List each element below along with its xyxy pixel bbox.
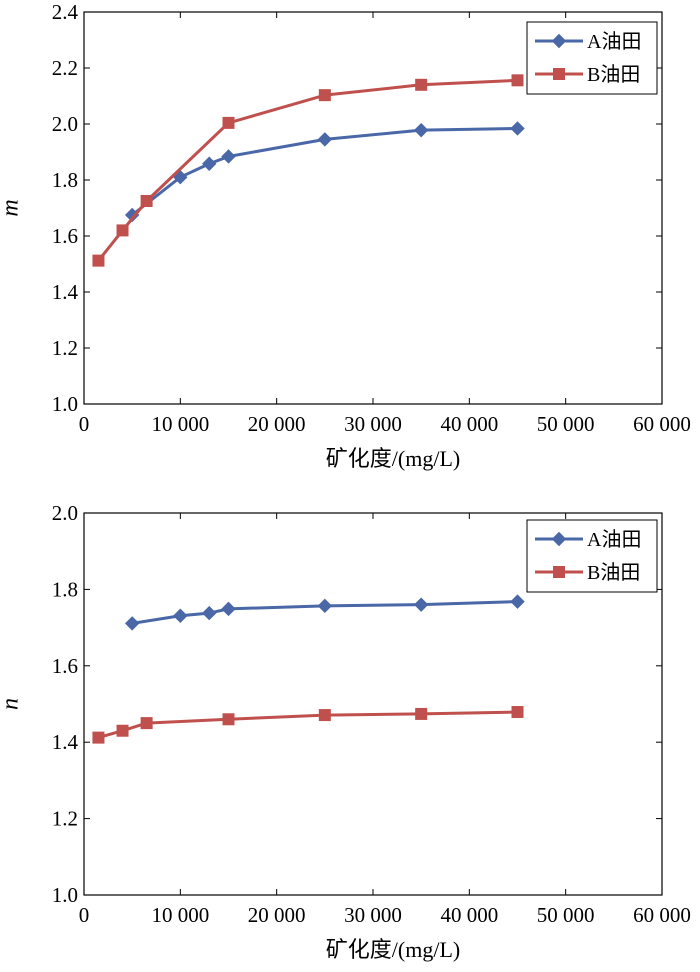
data-point xyxy=(173,608,188,623)
data-point xyxy=(318,89,331,102)
series-b xyxy=(92,74,524,267)
data-point xyxy=(222,713,235,726)
legend-box xyxy=(526,519,658,593)
y-tick-label: 2.2 xyxy=(52,56,78,80)
data-point xyxy=(415,78,428,91)
data-point xyxy=(116,224,129,237)
x-tick-label: 10 000 xyxy=(151,903,209,927)
legend-marker xyxy=(551,33,567,49)
legend-label: B油田 xyxy=(587,63,640,86)
legend-label: A油田 xyxy=(587,30,641,53)
y-tick-label: 1.2 xyxy=(52,807,78,831)
data-point xyxy=(510,594,525,609)
x-tick-label: 60 000 xyxy=(633,903,691,927)
data-point xyxy=(124,616,140,631)
data-point xyxy=(511,706,524,719)
y-tick-label: 1.4 xyxy=(52,730,79,754)
x-tick-label: 40 000 xyxy=(440,903,498,927)
x-tick-label: 0 xyxy=(79,903,90,927)
data-point xyxy=(511,74,524,87)
x-axis-label: 矿化度/(mg/L) xyxy=(326,446,460,471)
x-tick-label: 50 000 xyxy=(537,903,595,927)
x-tick-label: 30 000 xyxy=(344,412,402,436)
y-tick-label: 1.6 xyxy=(52,654,78,678)
data-point xyxy=(415,707,428,720)
x-tick-label: 10 000 xyxy=(151,412,209,436)
x-tick-label: 60 000 xyxy=(633,412,691,436)
data-point xyxy=(221,149,236,164)
data-point xyxy=(413,122,429,138)
legend-box xyxy=(526,21,658,95)
legend-label: B油田 xyxy=(587,561,640,584)
series-line xyxy=(97,78,518,262)
chart-2: 0 10 000 20 000 30 000 40 000 50 000 60 000 1.0… xyxy=(0,501,691,962)
x-axis-label: 矿化度/(mg/L) xyxy=(326,937,460,962)
y-tick-label: 1.8 xyxy=(52,577,78,601)
y-tick-label: 1.8 xyxy=(52,168,78,192)
y-tick-label: 1.0 xyxy=(52,883,78,907)
y-tick-label: 1.6 xyxy=(52,224,78,248)
data-point xyxy=(92,254,105,267)
data-point xyxy=(221,601,236,617)
legend-marker xyxy=(553,566,565,578)
y-tick-label: 1.2 xyxy=(52,336,78,360)
x-tick-label: 50 000 xyxy=(537,412,595,436)
data-point xyxy=(222,116,235,129)
data-point xyxy=(510,121,525,136)
data-point xyxy=(202,156,217,171)
series-a xyxy=(124,594,525,631)
y-tick-label: 2.0 xyxy=(52,112,78,136)
legend-label: A油田 xyxy=(587,528,641,551)
series-a xyxy=(124,121,525,223)
data-point xyxy=(116,724,129,737)
data-point xyxy=(317,132,333,147)
data-point xyxy=(140,717,153,730)
y-tick-label: 1.0 xyxy=(52,392,78,416)
chart-1: 0 10 000 20 000 30 000 40 000 50 000 60 000 1.0… xyxy=(0,0,691,471)
x-tick-label: 40 000 xyxy=(440,412,498,436)
y-tick-label: 1.4 xyxy=(52,280,79,304)
data-point xyxy=(92,731,105,744)
legend-marker xyxy=(553,68,565,80)
legend: A油田 B油田 xyxy=(526,519,658,593)
y-axis-label: m xyxy=(0,199,24,216)
y-tick-label: 2.4 xyxy=(52,0,79,24)
data-point xyxy=(318,709,331,722)
series-line xyxy=(98,710,518,740)
data-point xyxy=(413,597,429,612)
legend: A油田 B油田 xyxy=(526,21,658,95)
data-point xyxy=(140,195,153,207)
data-point xyxy=(317,598,333,614)
data-point xyxy=(202,605,217,621)
x-tick-label: 20 000 xyxy=(248,412,306,436)
y-tick-label: 2.0 xyxy=(52,501,78,525)
x-tick-label: 30 000 xyxy=(344,903,402,927)
series-b xyxy=(92,706,524,744)
x-tick-label: 20 000 xyxy=(248,903,306,927)
y-axis-label: n xyxy=(0,698,24,710)
x-tick-label: 0 xyxy=(79,412,90,436)
legend-marker xyxy=(551,531,567,547)
